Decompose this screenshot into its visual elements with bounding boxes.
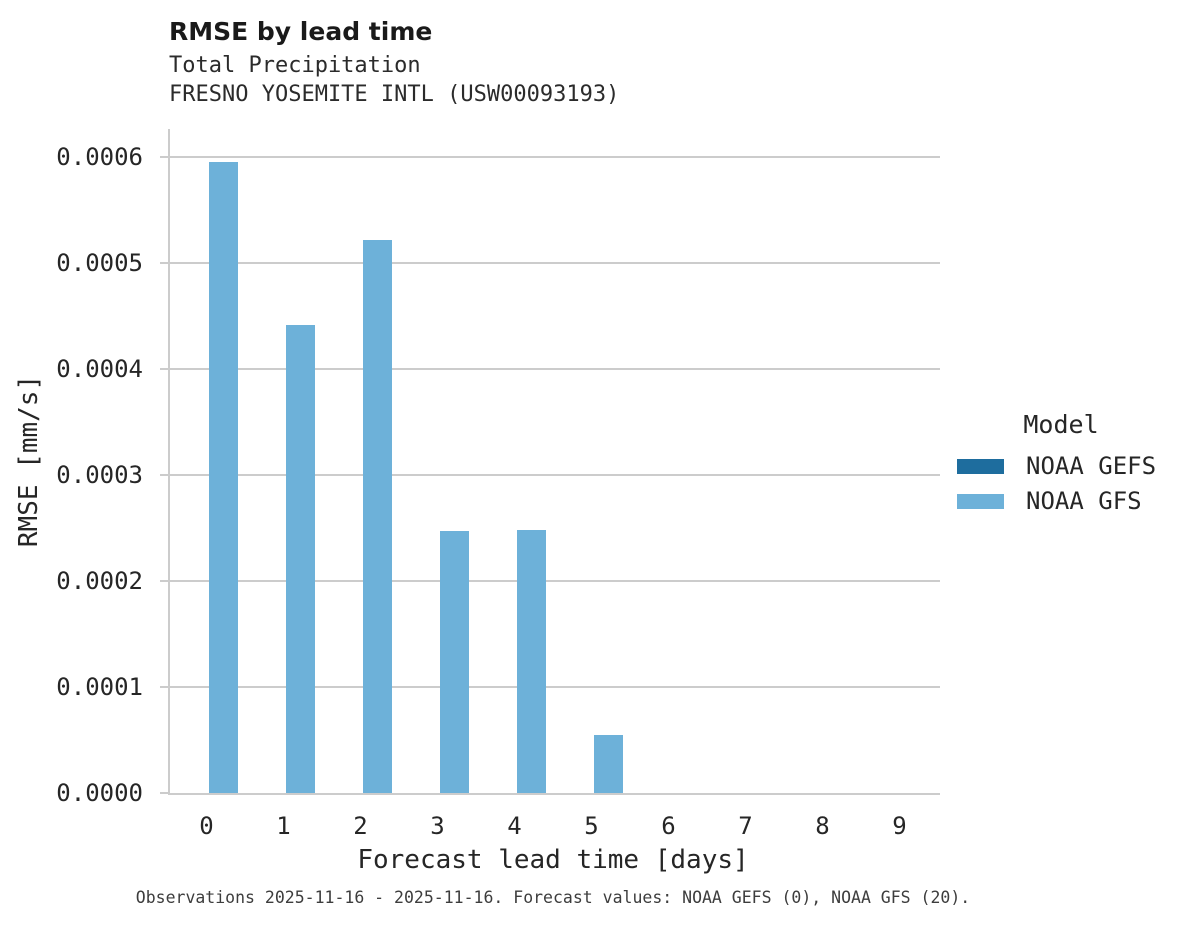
y-tick-label: 0.0003	[56, 460, 143, 489]
x-tick-label: 0	[199, 812, 214, 840]
y-tick-label: 0.0006	[56, 142, 143, 171]
legend-entry-noaa-gfs: NOAA GFS	[957, 487, 1165, 515]
caption: Observations 2025-11-16 - 2025-11-16. Fo…	[135, 888, 971, 907]
legend-label-noaa-gefs: NOAA GEFS	[1026, 452, 1157, 480]
y-tick-label: 0.0000	[56, 779, 143, 807]
x-tick-label: 6	[661, 812, 676, 840]
chart-subtitle-station: FRESNO YOSEMITE INTL (USW00093193)	[169, 82, 620, 107]
gridline	[170, 367, 940, 370]
y-tick	[160, 367, 168, 370]
x-tick-label: 5	[584, 812, 599, 840]
y-tick-label: 0.0005	[56, 248, 143, 277]
x-tick-label: 8	[815, 812, 830, 840]
chart-title: RMSE by lead time	[169, 17, 433, 46]
x-tick-label: 1	[276, 812, 291, 840]
y-tick	[160, 155, 168, 158]
gridline	[170, 155, 940, 158]
x-tick-label: 4	[507, 812, 522, 840]
legend-swatch-noaa-gfs	[957, 493, 1004, 509]
gridline	[170, 579, 940, 582]
gridline	[170, 473, 940, 476]
x-tick-label: 2	[353, 812, 368, 840]
x-axis-label: Forecast lead time [days]	[357, 845, 749, 875]
y-tick-label: 0.0001	[56, 672, 143, 701]
y-tick-label: 0.0002	[56, 566, 143, 595]
y-tick	[160, 792, 168, 794]
x-tick-label: 7	[738, 812, 753, 840]
legend-entry-noaa-gefs: NOAA GEFS	[957, 452, 1165, 480]
bar-noaa-gfs-lead-3	[439, 531, 469, 793]
y-tick	[160, 685, 168, 688]
legend-swatch-noaa-gefs	[957, 458, 1004, 474]
y-tick	[160, 579, 168, 582]
y-tick-label: 0.0004	[56, 354, 143, 383]
legend-label-noaa-gfs: NOAA GFS	[1026, 487, 1142, 515]
bar-noaa-gfs-lead-0	[208, 162, 238, 793]
plot-area	[160, 129, 940, 795]
x-tick-label: 3	[430, 812, 445, 840]
y-tick	[160, 261, 168, 264]
bar-noaa-gfs-lead-2	[362, 240, 392, 793]
gridline	[170, 261, 940, 264]
legend-title: Model	[1023, 410, 1099, 439]
bar-noaa-gfs-lead-1	[285, 325, 315, 793]
legend: Model NOAA GEFS NOAA GFS	[957, 410, 1165, 522]
bar-noaa-gfs-lead-5	[593, 735, 623, 793]
x-tick-label: 9	[892, 812, 907, 840]
bar-noaa-gfs-lead-4	[516, 530, 546, 793]
chart-subtitle-variable: Total Precipitation	[169, 53, 421, 78]
gridline	[170, 685, 940, 688]
y-tick	[160, 473, 168, 476]
